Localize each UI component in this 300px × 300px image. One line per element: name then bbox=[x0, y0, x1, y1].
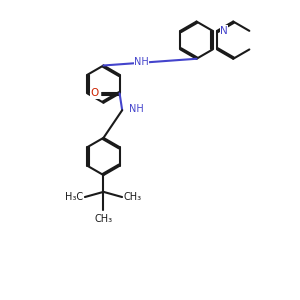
Text: H₃C: H₃C bbox=[65, 192, 84, 202]
Text: CH₃: CH₃ bbox=[123, 192, 142, 202]
Text: CH₃: CH₃ bbox=[94, 214, 112, 224]
Text: NH: NH bbox=[129, 104, 143, 114]
Text: N: N bbox=[220, 26, 228, 36]
Text: NH: NH bbox=[134, 57, 149, 67]
Text: O: O bbox=[90, 88, 98, 98]
